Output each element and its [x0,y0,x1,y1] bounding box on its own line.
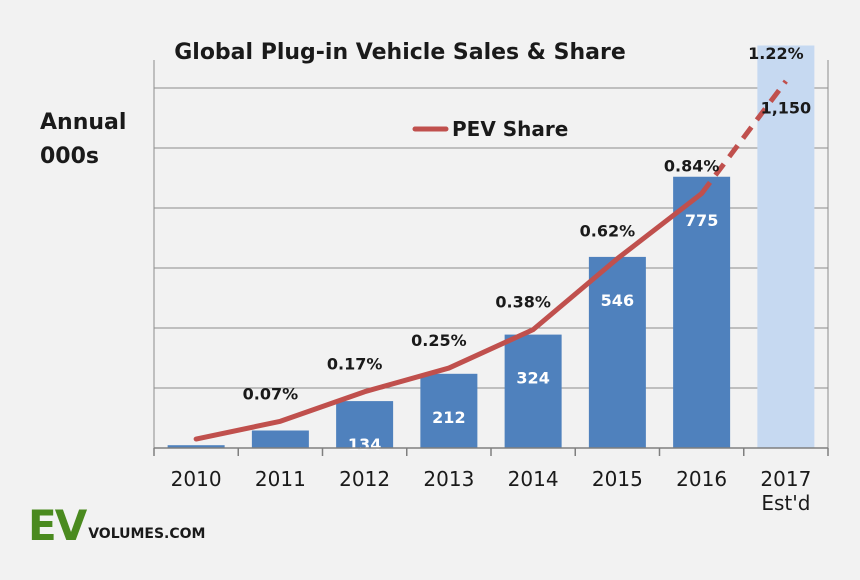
share-line-actual [193,191,705,442]
share-line-series [193,79,788,442]
gridlines [153,60,829,449]
share-line-estimate [699,79,788,196]
logo-volumes-text: VOLUMES.COM [88,526,206,542]
chart-title: Global Plug-in Vehicle Sales & Share [174,40,626,65]
bar-2013 [420,373,478,448]
x-tick-label: 2016 [676,467,727,491]
x-tick-label: 2015 [592,467,643,491]
share-value-label: 0.38% [495,293,551,312]
share-value-label: 1.22% [748,44,804,63]
bar-value-label: 1,150 [761,99,812,118]
data-labels: 134 212 324 546 775 1,150 0.07% 0.17% 0.25% 0.38%… [243,44,812,454]
bar-2010 [167,445,225,448]
share-value-label: 0.17% [327,355,383,374]
x-tick-label: 2014 [508,467,559,491]
bar-value-label: 324 [516,369,549,388]
bar-2015 [588,256,646,448]
logo-ev-text: EV [28,501,87,550]
ev-volumes-logo: EV VOLUMES.COM [28,501,206,550]
x-tick-label: 2013 [423,467,474,491]
x-tick-label: Est'd [761,491,810,515]
bar-value-label: 212 [432,408,465,427]
y-axis-label-line1: Annual [40,110,126,135]
bar-value-label: 775 [685,211,718,230]
x-tick-label: 2011 [255,467,306,491]
y-axis-label-line2: 000s [40,144,99,169]
legend: PEV Share [412,117,568,141]
share-value-label: 0.07% [243,384,299,403]
share-value-label: 0.25% [411,331,467,350]
bar-2016 [673,176,731,448]
bar-value-label: 134 [348,435,381,454]
bar-series [167,45,815,448]
x-tick-label: 2010 [171,467,222,491]
x-tick-label: 2017 [760,467,811,491]
bar-value-label: 546 [601,291,634,310]
legend-label: PEV Share [452,117,568,141]
x-tick-label: 2012 [339,467,390,491]
share-value-label: 0.84% [664,157,720,176]
bar-2012 [336,401,394,448]
bar-2017 [757,45,815,448]
bar-2014 [504,334,562,448]
share-value-label: 0.62% [580,222,636,241]
bar-2011 [251,430,309,448]
